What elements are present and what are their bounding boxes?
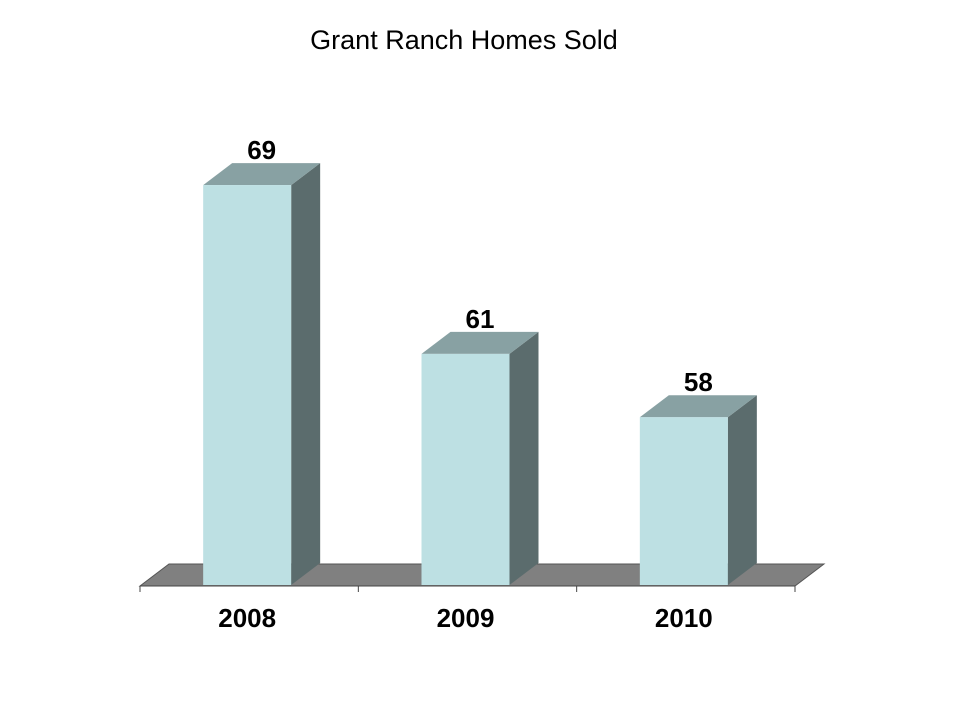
data-label: 61 [466, 304, 495, 334]
bar [203, 185, 292, 585]
bar-side [727, 395, 757, 585]
data-label: 69 [247, 135, 276, 165]
bar-top [639, 395, 757, 418]
x-tick-label: 2010 [655, 603, 713, 633]
chart-title: Grant Ranch Homes Sold [310, 25, 618, 55]
x-tick-label: 2008 [218, 603, 276, 633]
bar-side [509, 331, 539, 585]
x-tick-label: 2009 [437, 603, 495, 633]
bar [421, 353, 510, 585]
bar [639, 417, 728, 585]
bar-top [203, 163, 321, 186]
bar-side [291, 163, 321, 585]
data-label: 58 [684, 367, 713, 397]
bar-top [421, 331, 539, 354]
